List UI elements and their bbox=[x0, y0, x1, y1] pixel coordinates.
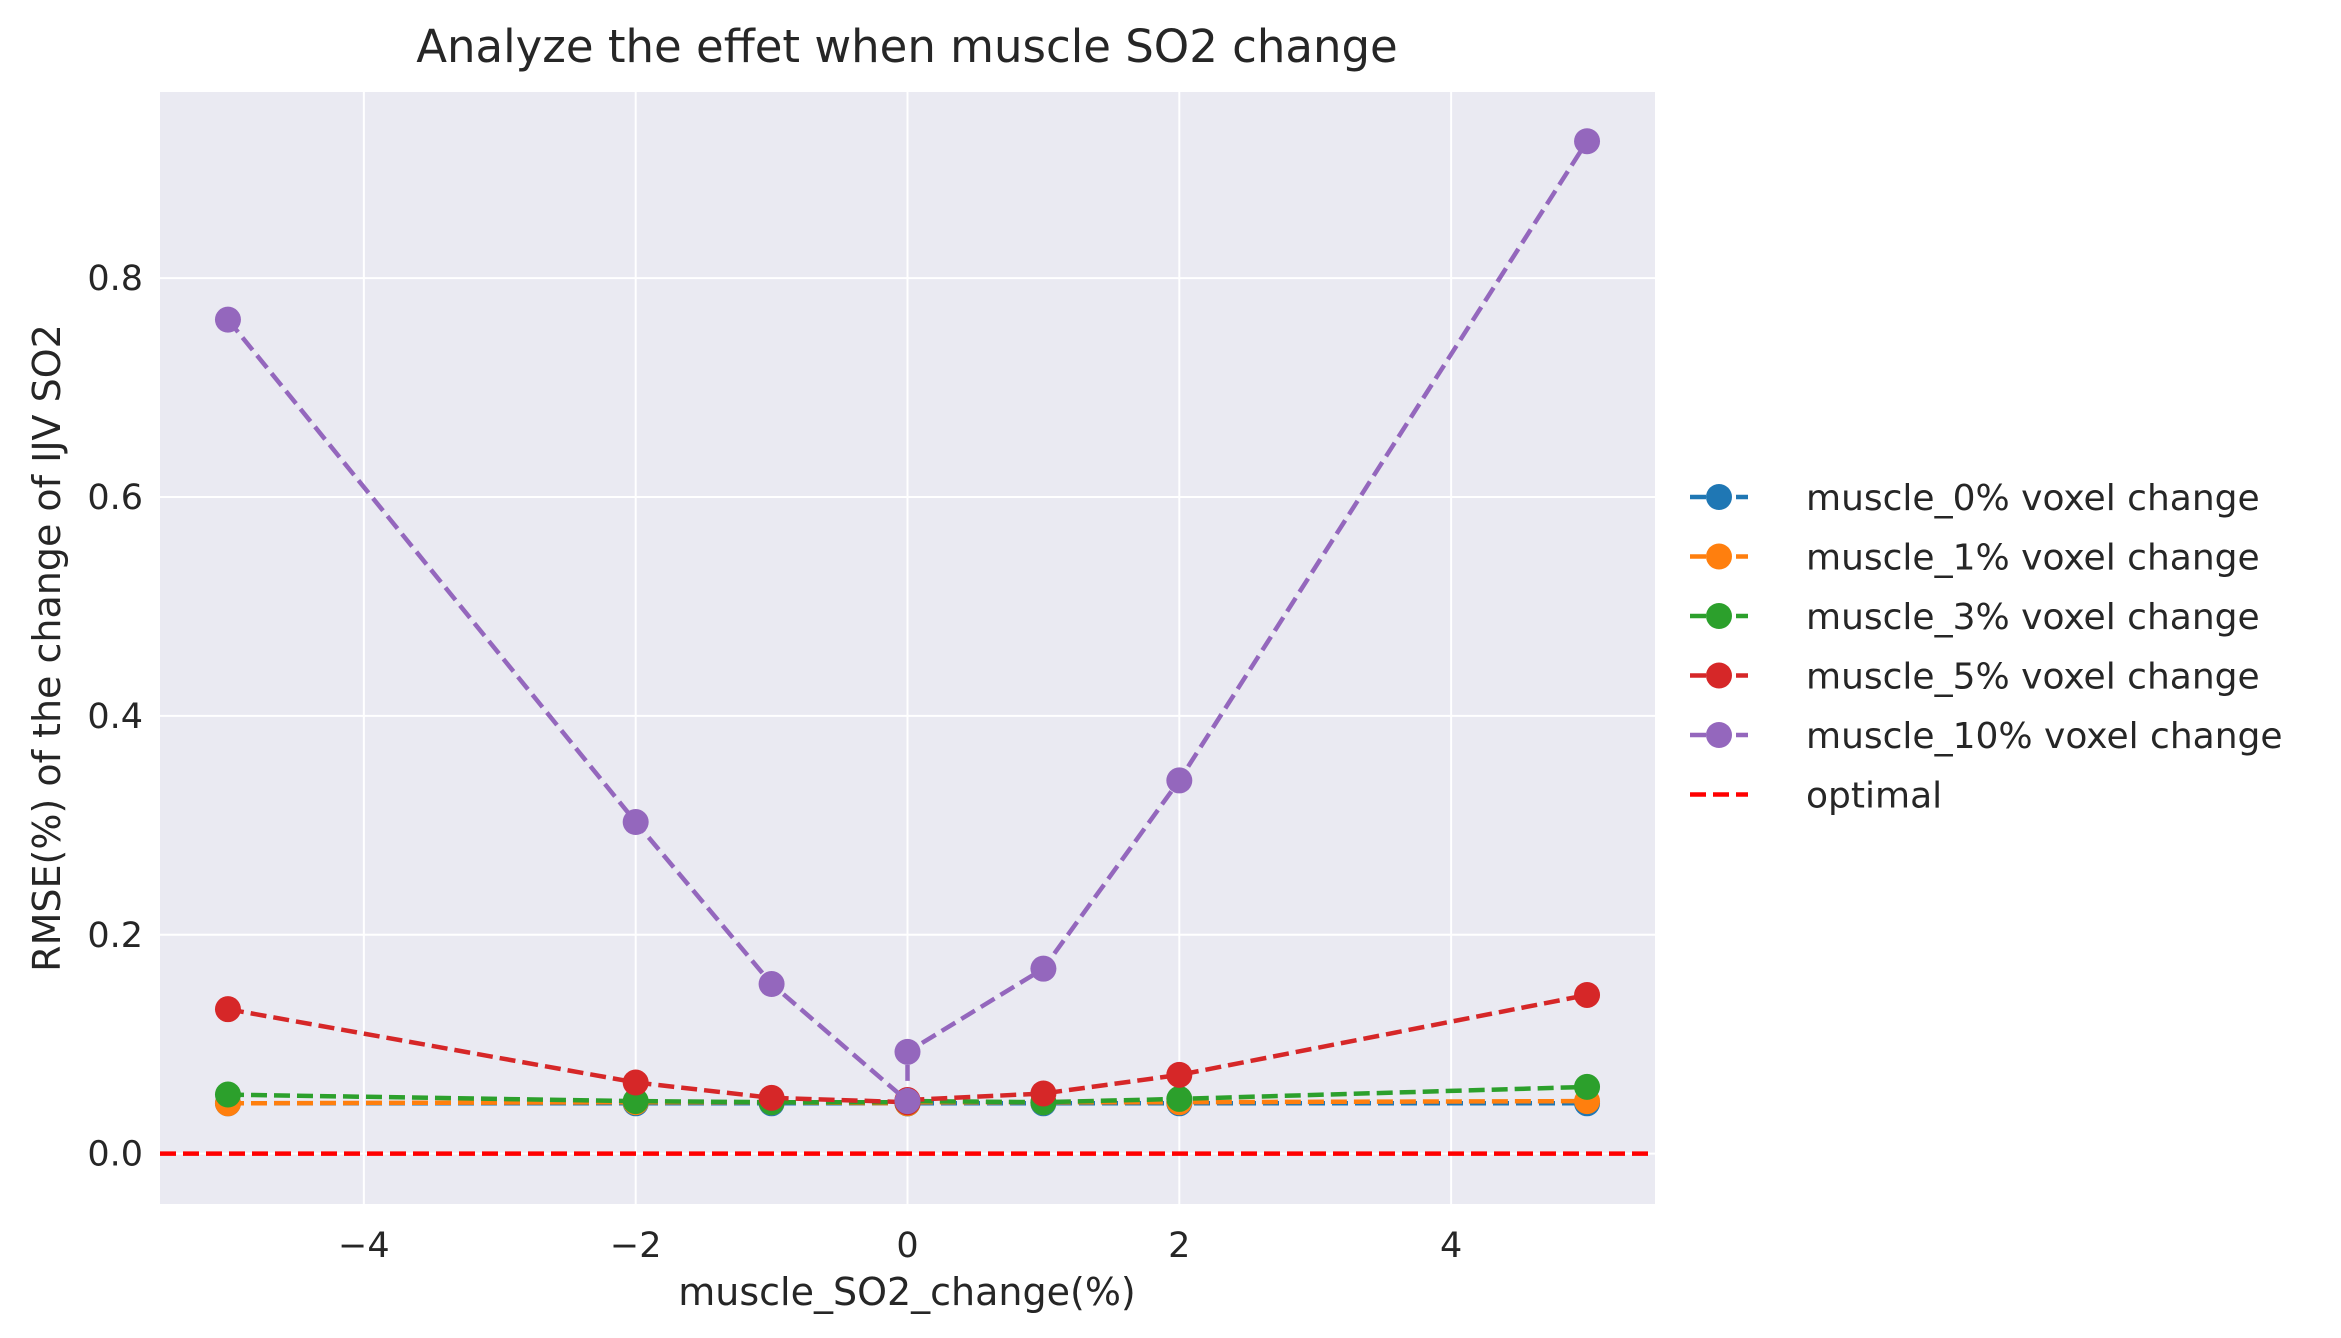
y-tick-label: 0.6 bbox=[87, 478, 143, 518]
x-tick-label: −2 bbox=[610, 1226, 662, 1266]
legend-label: muscle_3% voxel change bbox=[1806, 597, 2260, 638]
data-point bbox=[1030, 955, 1057, 982]
legend-marker bbox=[1706, 662, 1732, 689]
data-point bbox=[1166, 1085, 1193, 1112]
series-line bbox=[227, 992, 1588, 1105]
data-point bbox=[622, 1088, 649, 1115]
data-point bbox=[1574, 1073, 1601, 1100]
data-point bbox=[1166, 767, 1193, 794]
y-tick-label: 0.2 bbox=[87, 916, 143, 956]
data-point bbox=[758, 1084, 785, 1111]
data-point bbox=[894, 1088, 921, 1115]
data-point bbox=[622, 1069, 649, 1096]
legend-item: muscle_5% voxel change bbox=[1690, 657, 2260, 698]
data-point bbox=[1030, 1080, 1057, 1107]
legend-label: optimal bbox=[1806, 776, 1942, 817]
y-tick-label: 0.4 bbox=[87, 697, 143, 737]
data-point bbox=[894, 1038, 921, 1065]
legend-item: optimal bbox=[1690, 776, 1942, 817]
x-tick-label: 4 bbox=[1440, 1226, 1462, 1266]
data-point bbox=[1574, 981, 1601, 1008]
series-4 bbox=[214, 128, 1601, 1115]
y-tick-label: 0.8 bbox=[87, 259, 143, 299]
x-tick-label: −4 bbox=[338, 1226, 390, 1266]
legend-label: muscle_0% voxel change bbox=[1806, 478, 2260, 519]
legend-marker bbox=[1706, 603, 1732, 629]
data-point bbox=[214, 1081, 241, 1108]
data-point bbox=[1574, 128, 1601, 155]
legend: muscle_0% voxel change muscle_1% voxel ch… bbox=[1690, 478, 2283, 817]
legend-item: muscle_3% voxel change bbox=[1690, 597, 2260, 638]
legend-label: muscle_10% voxel change bbox=[1806, 716, 2283, 757]
data-point bbox=[1166, 1061, 1193, 1088]
legend-item: muscle_0% voxel change bbox=[1690, 478, 2260, 519]
data-point bbox=[622, 809, 649, 836]
data-point bbox=[214, 996, 241, 1023]
y-tick-label: 0.0 bbox=[87, 1135, 143, 1175]
chart-title: Analyze the effet when muscle SO2 change bbox=[416, 20, 1398, 73]
series-line bbox=[226, 140, 1589, 1104]
series-layer bbox=[214, 128, 1601, 1117]
legend-marker bbox=[1706, 722, 1732, 748]
legend-label: muscle_5% voxel change bbox=[1806, 657, 2260, 698]
x-axis-label: muscle_SO2_change(%) bbox=[678, 1270, 1136, 1314]
x-tick-label: 0 bbox=[896, 1226, 918, 1266]
legend-marker bbox=[1706, 543, 1732, 570]
legend-item: muscle_1% voxel change bbox=[1690, 538, 2260, 579]
x-tick-labels: −4 −2 0 2 4 bbox=[338, 1226, 1462, 1266]
y-tick-labels: 0.0 0.2 0.4 0.6 0.8 bbox=[87, 259, 143, 1175]
legend-marker bbox=[1706, 484, 1732, 510]
data-point bbox=[214, 306, 241, 333]
x-tick-label: 2 bbox=[1168, 1226, 1190, 1266]
legend-item: muscle_10% voxel change bbox=[1690, 716, 2283, 757]
data-point bbox=[758, 971, 785, 998]
y-axis-label: RMSE(%) of the change of IJV SO2 bbox=[25, 324, 69, 972]
legend-label: muscle_1% voxel change bbox=[1806, 538, 2260, 579]
